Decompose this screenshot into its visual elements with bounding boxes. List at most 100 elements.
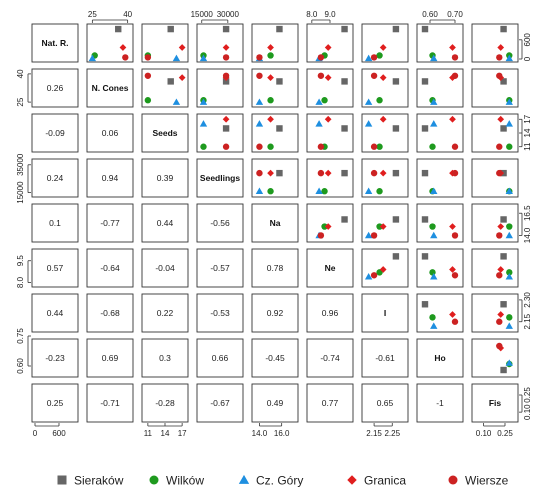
panel-r5-c6 [361, 248, 409, 288]
panel-r3-c3: Seedlings [196, 158, 244, 198]
variable-label: Seeds [152, 128, 177, 138]
panel-r5-c7 [416, 248, 464, 288]
data-point [267, 169, 274, 177]
legend: Sieraków Wilków Cz. Góry Granica Wiersze [57, 474, 509, 488]
data-point [222, 115, 230, 123]
correlation-value: 0.26 [47, 83, 64, 93]
panel-r4-c5 [306, 203, 354, 243]
variable-label: N. Cones [92, 83, 129, 93]
legend-marker [149, 475, 159, 485]
data-point [178, 44, 186, 51]
data-point [324, 74, 332, 82]
data-point [379, 115, 387, 123]
data-point [421, 78, 429, 85]
panel-r1-c6 [361, 68, 409, 108]
data-point [376, 188, 383, 195]
panel-frame [306, 203, 354, 243]
panel-r4-c7 [416, 203, 464, 243]
correlation-value: -0.09 [45, 128, 65, 138]
panel-r0-c3 [196, 23, 244, 63]
panel-frame [471, 383, 519, 423]
left-tick-label: 25 [16, 97, 25, 106]
panel-frame [86, 203, 134, 243]
data-point [376, 52, 383, 59]
correlation-value: 0.25 [47, 398, 64, 408]
data-point [370, 169, 378, 177]
correlation-value: 0.92 [267, 308, 284, 318]
variable-label: Seedlings [200, 173, 240, 183]
data-point [222, 72, 230, 79]
data-point [505, 98, 513, 105]
top-tick-label: 9.0 [324, 10, 336, 19]
panel-r8-c5: 0.77 [306, 383, 354, 423]
data-point [500, 301, 507, 308]
data-point [267, 143, 274, 150]
data-point [376, 143, 383, 150]
data-point [497, 115, 505, 123]
panel-frame [196, 293, 244, 333]
panel-r7-c2: 0.3 [141, 338, 189, 378]
legend-item-1: Wilków [149, 474, 204, 488]
panel-frame [306, 293, 354, 333]
data-point [167, 78, 174, 85]
correlation-value: -1 [436, 398, 444, 408]
panel-frame [361, 293, 409, 333]
panel-r2-c1: 0.06 [86, 113, 134, 153]
panel-frame [471, 248, 519, 288]
correlation-value: -0.68 [100, 308, 120, 318]
data-point [115, 25, 122, 33]
panel-r1-c0: 0.26 [31, 68, 79, 108]
right-tick-label: 14.0 [523, 227, 532, 243]
panel-r8-c7: -1 [416, 383, 464, 423]
top-tick-label: 25 [88, 10, 97, 19]
bottom-tick-label: 17 [178, 429, 187, 438]
panel-frame [141, 383, 189, 423]
data-point [429, 143, 436, 150]
data-point [315, 120, 323, 127]
panel-r4-c6 [361, 203, 409, 243]
panel-frame [141, 293, 189, 333]
data-point [449, 115, 456, 123]
panel-r0-c1 [86, 23, 134, 63]
panel-r1-c2 [141, 68, 189, 108]
panel-r7-c3: 0.66 [196, 338, 244, 378]
panel-r3-c8 [471, 158, 519, 198]
data-point [505, 322, 513, 329]
panel-r5-c3: -0.57 [196, 248, 244, 288]
data-point [267, 74, 274, 82]
panel-r2-c8 [471, 113, 519, 153]
data-point [451, 232, 459, 239]
data-point [364, 98, 373, 105]
axes: 25 40 15000 30000 8.0 9.0 0.60 0.700 600 11 14 17 14… [16, 10, 532, 438]
data-point [276, 25, 283, 33]
panel-r0-c7 [416, 23, 464, 63]
data-point [379, 223, 387, 230]
panel-frame [31, 23, 79, 63]
panel-frame [306, 248, 354, 288]
data-point [429, 223, 436, 230]
data-point [421, 25, 429, 33]
correlation-value: 0.69 [102, 353, 119, 363]
data-point [256, 72, 263, 79]
data-point [506, 314, 513, 321]
data-point [370, 72, 378, 79]
panel-r6-c4: 0.92 [251, 293, 299, 333]
panel-frame [361, 383, 409, 423]
data-point [500, 25, 507, 33]
data-point [430, 187, 438, 194]
data-point [505, 231, 513, 239]
bottom-tick-label: 14.0 [252, 429, 268, 438]
panel-frame [306, 383, 354, 423]
data-point [500, 366, 507, 374]
data-point [421, 125, 429, 132]
correlation-value: 0.94 [102, 173, 119, 183]
data-point [496, 169, 503, 177]
left-tick-label: 0.60 [16, 358, 25, 374]
data-point [506, 223, 513, 230]
panel-r3-c0: 0.24 [31, 158, 79, 198]
data-point [199, 54, 208, 62]
legend-marker [57, 475, 67, 485]
panel-frame [196, 113, 244, 153]
panel-r2-c3 [196, 113, 244, 153]
